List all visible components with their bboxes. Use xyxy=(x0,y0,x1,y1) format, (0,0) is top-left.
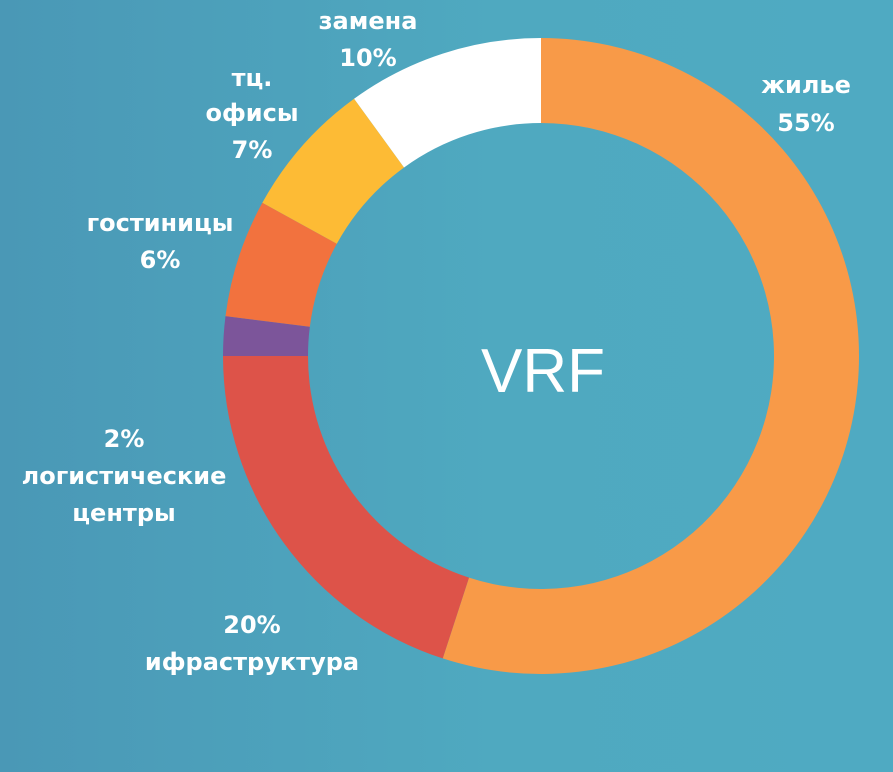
label-group-ofisy: тц. офисы 7% xyxy=(205,64,298,164)
label-group-zamena: замена 10% xyxy=(319,7,418,72)
slice-label-zamena: замена xyxy=(319,7,418,35)
slice-infra xyxy=(223,356,469,659)
slice-label-zhilie: жилье xyxy=(761,71,851,99)
slice-label-infra: ифраструктура xyxy=(145,648,359,676)
slice-value-zhilie: 55% xyxy=(777,109,834,137)
slice-label-ofisy-line2: офисы xyxy=(205,99,298,127)
slice-ofisy xyxy=(262,98,405,244)
slice-zamena xyxy=(354,38,541,168)
slice-label-logistika-line1: логистические xyxy=(22,462,227,490)
slice-label-ofisy-line2-text: офисы xyxy=(205,99,298,127)
slice-value-gostinicy: 6% xyxy=(140,246,181,274)
label-group-logistika: 2% логистические центры xyxy=(22,425,227,527)
slice-label-logistika-line2-text: центры xyxy=(72,499,175,527)
slice-value-logistika: 2% xyxy=(104,425,145,453)
label-group-infra: 20% ифраструктура xyxy=(145,611,359,676)
slice-value-infra: 20% xyxy=(223,611,280,639)
center-label: VRF xyxy=(481,337,605,406)
slice-value-ofisy: 7% xyxy=(232,136,273,164)
slice-label-logistika-line1-text: логистические xyxy=(22,462,227,490)
slice-label-logistika-line2: центры xyxy=(72,499,175,527)
slice-gostinicy xyxy=(225,202,337,327)
donut-slices xyxy=(223,38,859,674)
slice-label-ofisy-line1-text: тц. xyxy=(232,64,273,92)
slice-label-gostinicy: гостиницы xyxy=(87,209,234,237)
slice-zhilie xyxy=(442,38,859,674)
slice-label-ofisy-line1: тц. xyxy=(232,64,273,92)
slice-logistika xyxy=(223,316,310,356)
slice-value-zamena: 10% xyxy=(339,44,396,72)
label-group-gostinicy: гостиницы 6% xyxy=(87,209,234,274)
label-group-zhilie: жилье 55% xyxy=(761,71,851,137)
